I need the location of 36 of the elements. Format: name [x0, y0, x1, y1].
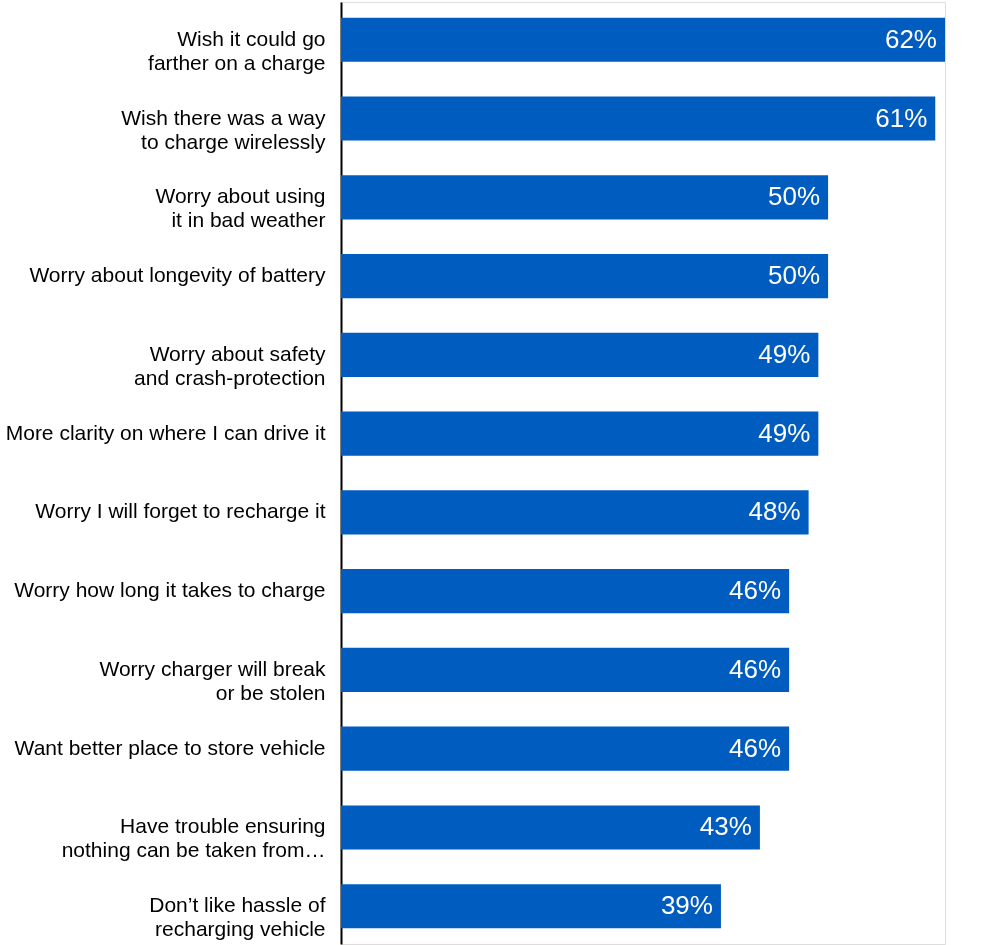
y-tick-label: Worry how long it takes to charge	[14, 578, 326, 602]
bar	[341, 490, 809, 535]
bar	[341, 254, 829, 299]
bar	[341, 805, 760, 850]
bar	[341, 96, 936, 141]
y-tick-label: Have trouble ensuring nothing can be taken from…	[61, 814, 326, 862]
data-label: 39%	[660, 890, 713, 921]
bar	[341, 17, 945, 62]
y-tick-label: Worry about safety and crash-protection	[134, 341, 326, 389]
bar	[341, 332, 819, 377]
data-label: 46%	[729, 575, 782, 606]
y-tick-label: Worry charger will break or be stolen	[99, 656, 326, 704]
y-tick-label: Worry about longevity of battery	[29, 263, 326, 287]
data-label: 50%	[768, 260, 821, 291]
data-label: 49%	[758, 417, 811, 448]
data-label: 49%	[758, 338, 811, 369]
y-tick-label: Wish it could go farther on a charge	[148, 26, 326, 74]
bar	[341, 647, 790, 692]
data-label: 62%	[884, 23, 937, 54]
bar	[341, 726, 790, 771]
y-tick-label: Don’t like hassle of recharging vehicle	[149, 893, 326, 941]
data-label: 46%	[729, 653, 782, 684]
y-tick-label: Worry about using it in bad weather	[155, 184, 326, 232]
data-label: 48%	[748, 496, 801, 527]
bar	[341, 884, 721, 929]
bar	[341, 175, 829, 220]
y-tick-label: Wish there was a way to charge wirelessly	[121, 105, 326, 153]
data-label: 43%	[699, 811, 752, 842]
y-tick-label: Want better place to store vehicle	[14, 735, 326, 759]
data-label: 50%	[768, 181, 821, 212]
bar	[341, 411, 819, 456]
y-tick-label: More clarity on where I can drive it	[5, 420, 326, 444]
bar	[341, 569, 790, 614]
y-tick-label: Worry I will forget to recharge it	[35, 499, 326, 523]
data-label: 61%	[875, 102, 928, 133]
data-label: 46%	[729, 732, 782, 763]
